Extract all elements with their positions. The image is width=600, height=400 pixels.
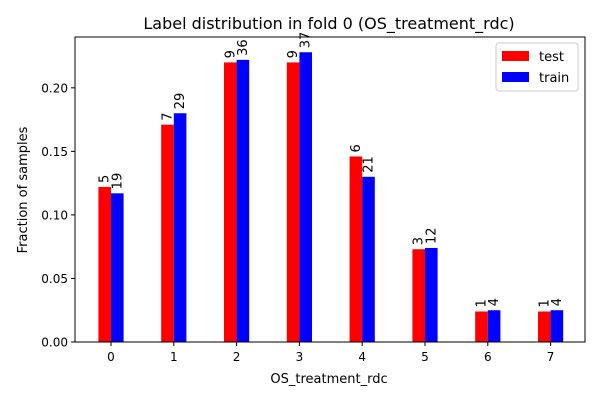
legend-label-test: test <box>539 50 564 65</box>
legend: test train <box>495 42 579 92</box>
x-tick-label: 1 <box>170 350 178 364</box>
data-label-train-5: 12 <box>424 227 439 244</box>
bar-test-4 <box>349 156 363 342</box>
data-label-test-0: 5 <box>98 175 113 183</box>
data-label-train-0: 19 <box>110 173 125 190</box>
x-tick-label: 4 <box>358 350 366 364</box>
y-tick-label: 0.00 <box>41 336 68 350</box>
bar-test-7 <box>538 311 551 342</box>
legend-label-train: train <box>539 71 569 86</box>
bar-test-1 <box>161 124 174 342</box>
data-label-test-7: 1 <box>537 299 552 307</box>
x-axis-label: OS_treatment_rdc <box>270 372 387 387</box>
x-tick-label: 2 <box>233 350 241 364</box>
legend-swatch-train <box>502 72 529 82</box>
bar-train-6 <box>487 310 501 342</box>
data-label-train-7: 4 <box>550 298 565 306</box>
y-tick-label: 0.15 <box>41 145 68 159</box>
data-label-train-4: 21 <box>362 156 377 173</box>
axes-frame <box>74 36 586 343</box>
bar-test-2 <box>224 62 237 343</box>
data-label-train-6: 4 <box>487 298 502 306</box>
bar-test-5 <box>412 249 425 342</box>
data-label-test-2: 9 <box>223 50 238 58</box>
y-tick-label: 0.05 <box>41 272 68 286</box>
bar-test-0 <box>98 186 111 342</box>
data-label-train-3: 37 <box>299 32 314 49</box>
y-tick-label: 0.20 <box>41 81 68 95</box>
bar-test-3 <box>286 62 300 343</box>
chart-title: Label distribution in fold 0 (OS_treatme… <box>143 14 514 34</box>
data-label-test-3: 9 <box>286 50 301 58</box>
bar-train-7 <box>550 310 564 342</box>
data-label-test-1: 7 <box>161 112 176 120</box>
bar-train-0 <box>111 193 124 342</box>
x-tick-label: 0 <box>107 350 115 364</box>
data-label-train-1: 29 <box>173 93 188 110</box>
bar-train-5 <box>425 247 438 342</box>
bar-train-4 <box>362 176 375 342</box>
bar-train-3 <box>299 52 312 342</box>
bar-train-2 <box>236 59 250 342</box>
x-tick-label: 7 <box>547 350 555 364</box>
legend-swatch-test <box>502 51 529 61</box>
y-tick-label: 0.10 <box>41 208 68 222</box>
y-axis-label: Fraction of samples <box>16 126 31 253</box>
bar-train-1 <box>173 113 187 342</box>
data-label-test-5: 3 <box>412 237 427 245</box>
x-tick-label: 5 <box>421 350 429 364</box>
x-tick-label: 6 <box>484 350 492 364</box>
bar-test-6 <box>475 311 488 342</box>
x-tick-label: 3 <box>296 350 304 364</box>
data-label-test-4: 6 <box>349 144 364 152</box>
data-label-train-2: 36 <box>236 39 251 56</box>
data-label-test-6: 1 <box>475 299 490 307</box>
